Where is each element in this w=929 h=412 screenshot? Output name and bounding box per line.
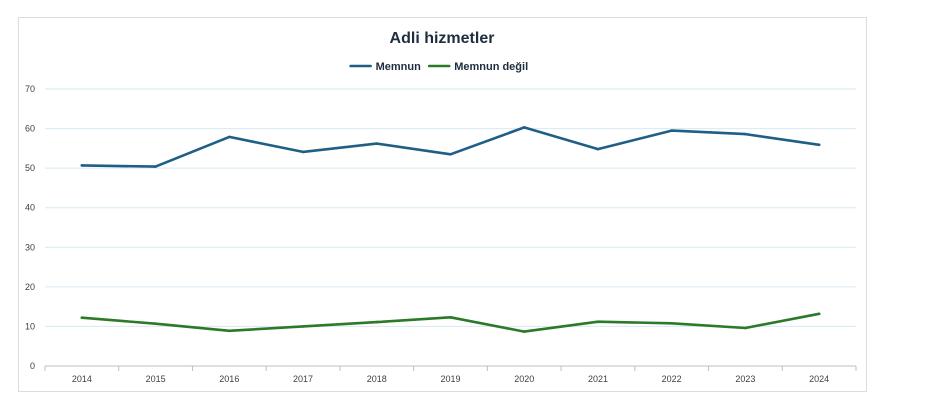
- y-tick-label: 70: [25, 84, 35, 94]
- data-point: [449, 152, 452, 156]
- x-tick-label: 2024: [809, 374, 829, 384]
- gridlines: [45, 88, 856, 327]
- data-point: [80, 316, 84, 320]
- data-point: [228, 329, 231, 333]
- data-point: [670, 129, 673, 132]
- chart-frame: [18, 17, 867, 392]
- data-point: [817, 312, 821, 316]
- x-tick-label: 2021: [588, 374, 608, 384]
- chart-title: Adli hizmetler: [390, 30, 495, 47]
- x-tick-label: 2017: [293, 374, 313, 384]
- data-point: [375, 320, 379, 324]
- data-point: [522, 330, 526, 333]
- y-tick-label: 0: [30, 361, 35, 371]
- y-tick-label: 40: [25, 203, 35, 213]
- data-point: [596, 320, 600, 323]
- data-point: [744, 326, 747, 330]
- y-tick-label: 20: [25, 282, 35, 292]
- data-point: [596, 147, 600, 151]
- y-tick-label: 10: [25, 321, 35, 331]
- data-point: [301, 325, 305, 328]
- x-tick-label: 2022: [662, 374, 682, 384]
- data-point: [80, 164, 84, 167]
- y-tick-label: 60: [25, 124, 35, 134]
- data-point: [301, 150, 305, 154]
- data-point: [154, 165, 157, 168]
- data-point: [522, 126, 526, 129]
- data-point: [228, 135, 231, 139]
- data-point: [154, 322, 157, 325]
- series-lines: [80, 126, 821, 333]
- data-point: [744, 132, 747, 136]
- legend-label: Memnun: [376, 61, 422, 73]
- series-line-1: [80, 126, 821, 168]
- x-tick-label: 2023: [735, 374, 755, 384]
- x-tick-label: 2016: [219, 374, 239, 384]
- x-tick-label: 2020: [514, 374, 534, 384]
- x-tick-label: 2015: [146, 374, 166, 384]
- legend: Memnun Memnun değil: [349, 61, 528, 73]
- x-tick-label: 2019: [440, 374, 460, 384]
- y-tick-label: 30: [25, 242, 35, 252]
- data-point: [817, 143, 821, 147]
- x-tick-label: 2018: [367, 374, 387, 384]
- data-point: [375, 142, 379, 145]
- x-tick-label: 2014: [72, 374, 92, 384]
- data-point: [670, 321, 673, 325]
- legend-label: Memnun değil: [454, 61, 528, 73]
- axes: 0 10 20 30 40 50 60 70 2014 2015 2016 2017 2018 2019 2…: [25, 84, 857, 384]
- y-tick-label: 50: [25, 163, 35, 173]
- data-point: [449, 316, 452, 319]
